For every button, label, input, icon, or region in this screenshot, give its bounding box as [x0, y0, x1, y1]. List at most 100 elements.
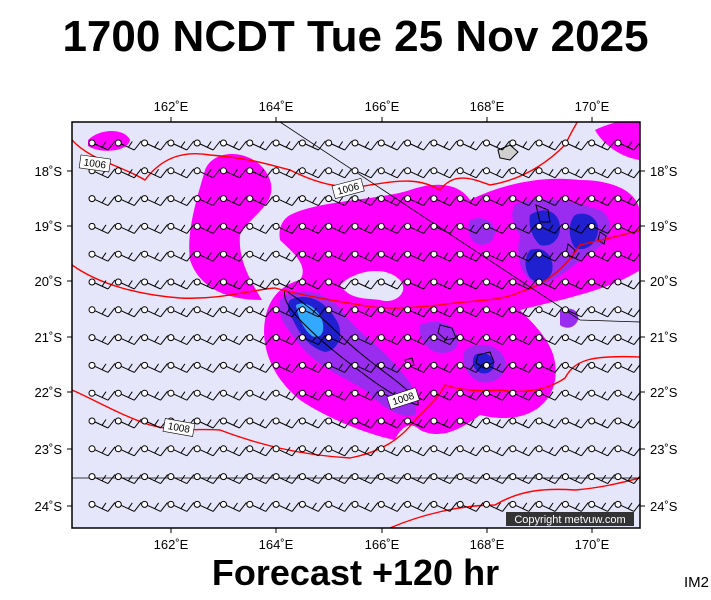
wind-barb — [404, 222, 431, 234]
wind-barb — [535, 445, 563, 457]
wind-barb — [114, 361, 142, 373]
wind-barb — [561, 278, 589, 290]
wind-barb — [351, 445, 379, 457]
wind-barb — [88, 473, 116, 485]
wind-barb — [377, 222, 405, 234]
wind-barb — [272, 500, 300, 512]
wind-barb — [377, 417, 405, 429]
image-code: IM2 — [683, 574, 709, 591]
wind-barb — [193, 250, 221, 262]
lon-labels-bottom: 162˚E 164˚E 166˚E 168˚E 170˚E — [154, 537, 610, 552]
wind-barb — [141, 361, 168, 373]
wind-barb — [193, 222, 221, 234]
wind-barb — [114, 278, 142, 290]
wind-barb — [456, 361, 484, 373]
wind-barb — [272, 167, 300, 179]
wind-barb — [588, 417, 616, 429]
wind-barb — [404, 195, 431, 207]
lat-label: 24˚S — [650, 499, 678, 514]
wind-barb — [430, 195, 458, 207]
wind-barb — [614, 139, 640, 151]
wind-barb — [351, 417, 379, 429]
lon-label: 166˚E — [365, 99, 400, 114]
wind-barb — [141, 222, 168, 234]
wind-barb — [298, 250, 326, 262]
lat-label: 21˚S — [650, 330, 678, 345]
wind-barb — [456, 473, 484, 485]
wind-barb — [588, 500, 616, 512]
wind-barb — [377, 195, 405, 207]
wind-barb — [167, 306, 195, 318]
wind-barb — [535, 500, 563, 512]
wind-barb — [88, 222, 116, 234]
wind-barb — [141, 334, 168, 346]
lat-label: 19˚S — [650, 219, 678, 234]
wind-barb — [588, 389, 616, 401]
wind-barb — [220, 167, 247, 179]
lon-label: 164˚E — [259, 99, 294, 114]
wind-barb — [167, 389, 195, 401]
wind-barb — [141, 500, 168, 512]
wind-barb — [456, 445, 484, 457]
wind-barb — [88, 195, 116, 207]
lat-label: 23˚S — [650, 442, 678, 457]
wind-barb — [193, 167, 221, 179]
wind-barb — [88, 389, 116, 401]
wind-barb — [325, 250, 353, 262]
wind-barb — [404, 500, 431, 512]
wind-barb — [456, 222, 484, 234]
wind-barb — [535, 139, 563, 151]
wind-barb — [114, 167, 142, 179]
wind-barb — [456, 306, 484, 318]
wind-barb — [430, 389, 458, 401]
wind-barb — [509, 361, 537, 373]
wind-barb — [193, 417, 221, 429]
wind-barb — [167, 445, 195, 457]
wind-barb — [430, 361, 458, 373]
wind-barb — [325, 473, 353, 485]
map-frame — [71, 121, 641, 529]
lat-label: 20˚S — [35, 274, 63, 289]
wind-barb — [430, 167, 458, 179]
wind-barb — [298, 167, 326, 179]
wind-barb — [246, 306, 274, 318]
wind-barb — [561, 222, 589, 234]
wind-barb — [456, 167, 484, 179]
copyright-text: Copyright metvuw.com — [514, 514, 625, 526]
lon-label: 166˚E — [365, 537, 400, 552]
wind-barb — [298, 222, 326, 234]
wind-barb — [220, 334, 247, 346]
wind-barb — [193, 334, 221, 346]
wind-barb — [298, 139, 326, 151]
wind-barb — [561, 195, 589, 207]
wind-barb — [141, 306, 168, 318]
wind-barb — [193, 139, 221, 151]
wind-barb — [588, 278, 616, 290]
wind-barb — [404, 334, 431, 346]
lat-label: 22˚S — [650, 385, 678, 400]
lat-labels-left: 18˚S 19˚S 20˚S 21˚S 22˚S 23˚S 24˚S — [35, 164, 63, 514]
wind-barb — [483, 389, 510, 401]
wind-barb — [246, 222, 274, 234]
wind-barb — [377, 306, 405, 318]
wind-barb — [404, 417, 431, 429]
wind-barb — [509, 417, 537, 429]
wind-barb — [220, 361, 247, 373]
wind-barb — [377, 473, 405, 485]
wind-barb — [167, 473, 195, 485]
wind-barb — [193, 473, 221, 485]
wind-barb — [114, 222, 142, 234]
wind-barb — [561, 445, 589, 457]
wind-barb — [377, 361, 405, 373]
wind-barb — [561, 139, 589, 151]
wind-barb — [220, 306, 247, 318]
wind-barb — [220, 139, 247, 151]
wind-barb — [298, 278, 326, 290]
wind-barb — [351, 278, 379, 290]
wind-barb — [88, 500, 116, 512]
isobar-label-4: 1008 — [162, 418, 196, 437]
isobar-label-2: 1006 — [331, 177, 365, 200]
wind-barb — [114, 445, 142, 457]
wind-barb — [141, 389, 168, 401]
wind-barb — [220, 389, 247, 401]
